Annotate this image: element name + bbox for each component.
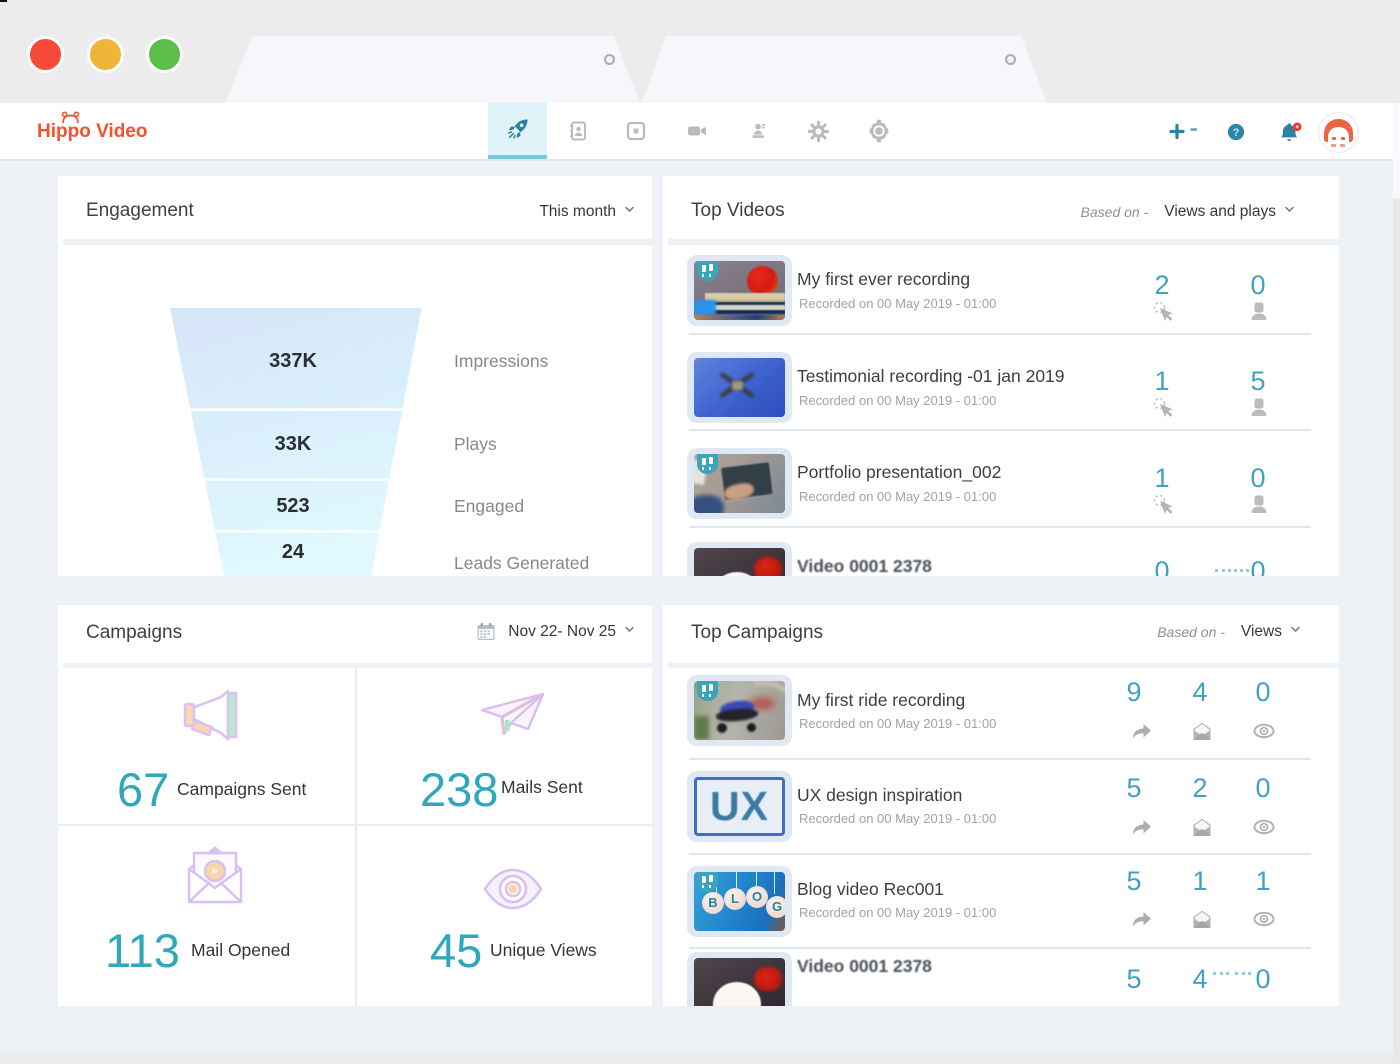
svg-text:?: ? [1233, 127, 1240, 139]
